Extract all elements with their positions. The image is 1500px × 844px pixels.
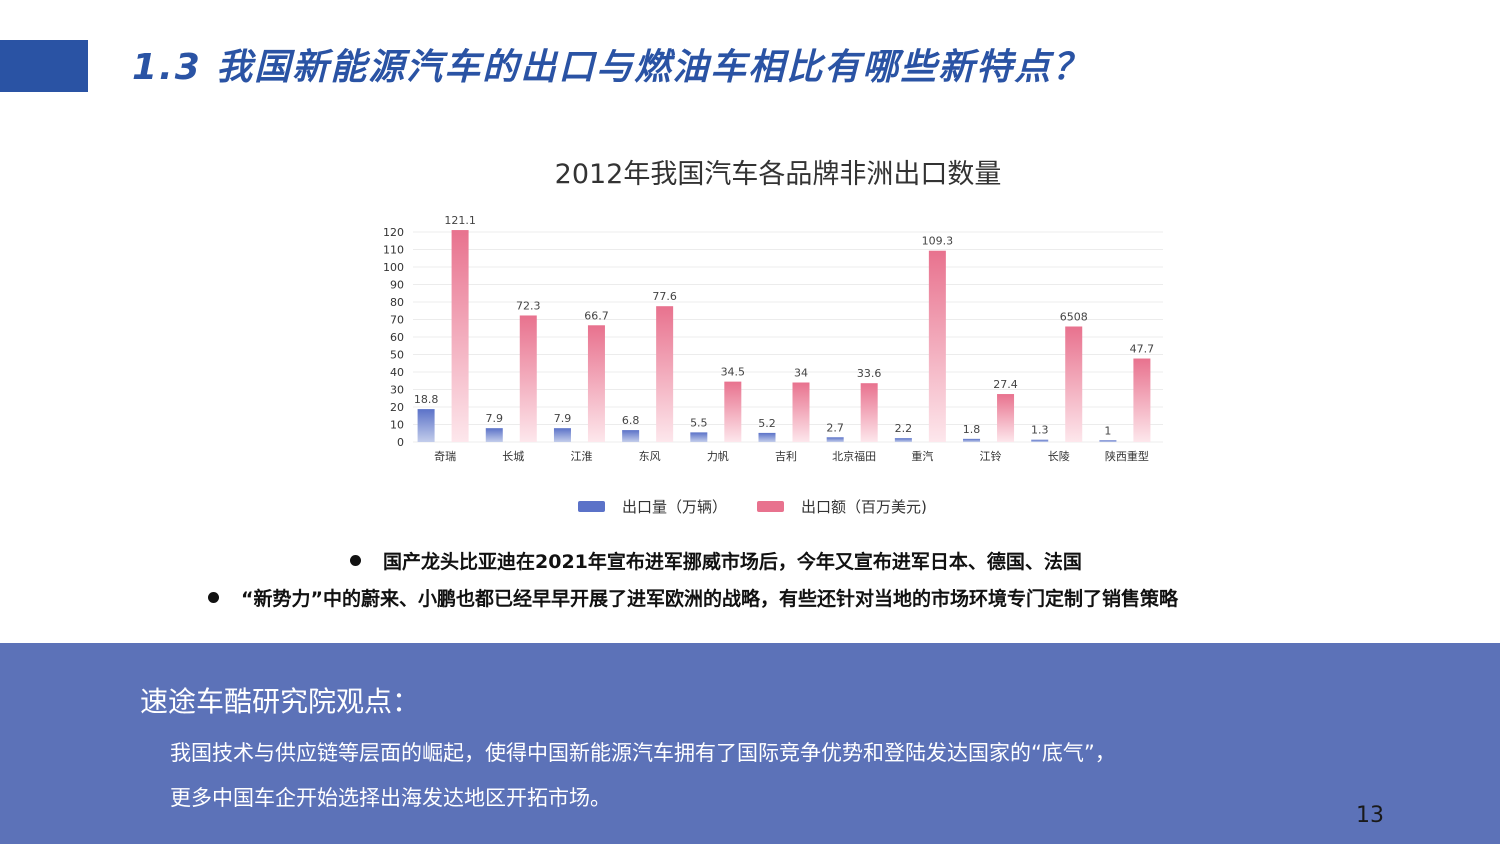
data-label: 2.7 bbox=[826, 421, 844, 434]
y-tick-label: 70 bbox=[390, 314, 404, 327]
bullet-text: 国产龙头比亚迪在2021年宣布进军挪威市场后，今年又宣布进军日本、德国、法国 bbox=[383, 551, 1082, 573]
bullet-item: “新势力”中的蔚来、小鹏也都已经早早开展了进军欧洲的战略，有些还针对当地的市场环… bbox=[200, 581, 1400, 618]
y-tick-label: 40 bbox=[390, 366, 404, 379]
y-tick-label: 90 bbox=[390, 279, 404, 292]
bar-export-volume bbox=[1031, 439, 1049, 442]
bar-export-volume bbox=[690, 432, 708, 442]
bar-export-volume bbox=[1099, 440, 1117, 442]
data-label: 18.8 bbox=[414, 393, 439, 406]
bar-export-value bbox=[860, 383, 878, 442]
bullet-list: 国产龙头比亚迪在2021年宣布进军挪威市场后，今年又宣布进军日本、德国、法国 “… bbox=[200, 544, 1400, 618]
x-tick-label: 长城 bbox=[502, 450, 524, 463]
bar-export-volume bbox=[758, 432, 776, 442]
viewpoint-heading: 速途车酷研究院观点： bbox=[140, 685, 421, 718]
bar-export-value bbox=[792, 382, 810, 442]
data-label: 7.9 bbox=[554, 412, 572, 425]
bar-export-value bbox=[1065, 326, 1083, 442]
bar-chart: 2012年我国汽车各品牌非洲出口数量 010203040506070809010… bbox=[383, 159, 1163, 516]
bar-export-value bbox=[928, 250, 946, 442]
bar-export-value bbox=[997, 394, 1015, 442]
x-tick-label: 东风 bbox=[639, 450, 661, 463]
x-tick-label: 力帆 bbox=[707, 449, 729, 463]
x-axis-ticks: 奇瑞 长城 江淮 东风 力帆 吉利 北京福田 重汽 江铃 长陵 陕西重型 bbox=[434, 449, 1149, 463]
bar-export-value bbox=[724, 381, 742, 442]
data-label: 77.6 bbox=[652, 290, 677, 303]
title-accent-block bbox=[0, 40, 88, 92]
bar-export-volume bbox=[622, 430, 640, 442]
y-tick-label: 110 bbox=[383, 244, 404, 257]
data-label: 47.7 bbox=[1130, 343, 1155, 356]
bar-export-volume bbox=[485, 428, 503, 442]
slide-title: 1.3 我国新能源汽车的出口与燃油车相比有哪些新特点？ bbox=[132, 47, 1091, 88]
legend-swatch bbox=[578, 501, 605, 512]
y-tick-label: 60 bbox=[390, 331, 404, 344]
y-tick-label: 10 bbox=[390, 419, 404, 432]
bar-export-volume bbox=[826, 437, 844, 442]
bullet-item: 国产龙头比亚迪在2021年宣布进军挪威市场后，今年又宣布进军日本、德国、法国 bbox=[200, 544, 1400, 581]
page-number: 13 bbox=[1356, 803, 1384, 828]
viewpoint-line: 我国技术与供应链等层面的崛起，使得中国新能源汽车拥有了国际竞争优势和登陆发达国家… bbox=[170, 741, 1116, 765]
bar-export-volume bbox=[894, 438, 912, 442]
y-tick-label: 50 bbox=[390, 349, 404, 362]
bar-export-value bbox=[451, 230, 469, 442]
x-tick-label: 奇瑞 bbox=[434, 449, 456, 463]
chart-gridlines bbox=[413, 231, 1163, 443]
legend-swatch bbox=[757, 501, 784, 512]
bar-export-value bbox=[656, 306, 674, 442]
data-label: 109.3 bbox=[922, 235, 954, 248]
data-label: 66.7 bbox=[584, 309, 609, 322]
legend-label: 出口量（万辆） bbox=[622, 498, 727, 516]
y-tick-label: 100 bbox=[383, 261, 404, 274]
y-tick-label: 30 bbox=[390, 384, 404, 397]
data-label: 5.2 bbox=[758, 417, 776, 430]
viewpoint-panel: 速途车酷研究院观点： 我国技术与供应链等层面的崛起，使得中国新能源汽车拥有了国际… bbox=[0, 643, 1500, 844]
bullet-text: “新势力”中的蔚来、小鹏也都已经早早开展了进军欧洲的战略，有些还针对当地的市场环… bbox=[241, 588, 1178, 610]
data-label: 7.9 bbox=[486, 412, 504, 425]
bar-export-volume bbox=[553, 428, 571, 442]
data-label: 121.1 bbox=[444, 214, 476, 227]
legend-label: 出口额（百万美元) bbox=[801, 498, 927, 516]
data-label: 6.8 bbox=[622, 414, 640, 427]
chart-legend: 出口量（万辆） 出口额（百万美元) bbox=[578, 498, 927, 516]
data-label: 6508 bbox=[1060, 311, 1088, 324]
data-label: 1 bbox=[1104, 424, 1111, 437]
x-tick-label: 陕西重型 bbox=[1105, 449, 1149, 463]
x-tick-label: 北京福田 bbox=[832, 449, 876, 463]
bar-export-value bbox=[519, 315, 537, 442]
bullet-dot bbox=[208, 592, 219, 603]
chart-bars bbox=[417, 230, 1151, 442]
data-label: 1.8 bbox=[963, 423, 981, 436]
data-label: 1.3 bbox=[1031, 424, 1049, 437]
x-tick-label: 吉利 bbox=[775, 450, 797, 463]
x-tick-label: 重汽 bbox=[911, 449, 933, 463]
data-label: 2.2 bbox=[895, 422, 913, 435]
bar-export-volume bbox=[417, 409, 435, 442]
y-tick-label: 120 bbox=[383, 226, 404, 239]
y-axis-ticks: 0 10 20 30 40 50 60 70 80 90 100 110 120 bbox=[383, 226, 404, 449]
y-tick-label: 0 bbox=[397, 436, 404, 449]
chart-value-labels: 18.8 121.1 7.9 72.3 7.9 66.7 6.8 77.6 5.5 34.5 5.2… bbox=[414, 214, 1154, 437]
bullet-dot bbox=[350, 555, 361, 566]
bar-export-value bbox=[1133, 358, 1151, 442]
x-tick-label: 江淮 bbox=[570, 450, 592, 463]
data-label: 27.4 bbox=[993, 378, 1018, 391]
y-tick-label: 20 bbox=[390, 401, 404, 414]
bar-export-value bbox=[587, 325, 605, 442]
viewpoint-body: 我国技术与供应链等层面的崛起，使得中国新能源汽车拥有了国际竞争优势和登陆发达国家… bbox=[170, 731, 1370, 821]
bar-export-volume bbox=[963, 438, 981, 442]
data-label: 33.6 bbox=[857, 367, 882, 380]
data-label: 34 bbox=[794, 367, 808, 380]
data-label: 34.5 bbox=[721, 366, 746, 379]
data-label: 72.3 bbox=[516, 299, 541, 312]
x-tick-label: 长陵 bbox=[1048, 450, 1070, 463]
chart-title: 2012年我国汽车各品牌非洲出口数量 bbox=[555, 159, 1002, 190]
viewpoint-line: 更多中国车企开始选择出海发达地区开拓市场。 bbox=[170, 786, 611, 810]
data-label: 5.5 bbox=[690, 416, 708, 429]
x-tick-label: 江铃 bbox=[980, 449, 1002, 463]
y-tick-label: 80 bbox=[390, 296, 404, 309]
